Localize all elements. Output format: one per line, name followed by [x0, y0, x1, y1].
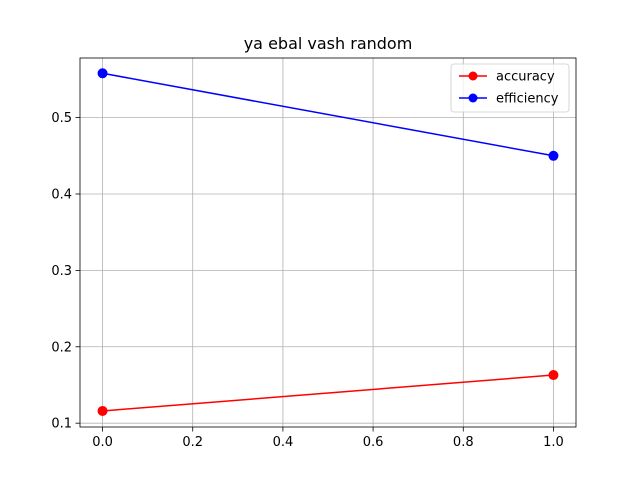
x-tick-label: 0.2 — [182, 435, 203, 450]
legend-label-accuracy: accuracy — [496, 70, 555, 85]
y-tick-label: 0.1 — [51, 417, 72, 432]
series-line-efficiency — [102, 72, 554, 157]
series-layer — [97, 68, 559, 416]
y-tick-label: 0.3 — [51, 264, 72, 279]
series-accuracy — [97, 370, 559, 416]
series-line-accuracy — [102, 374, 554, 412]
grid-lines — [80, 58, 576, 427]
x-tick-label: 0.6 — [363, 435, 384, 450]
y-tick-label: 0.5 — [51, 111, 72, 126]
legend-label-efficiency: efficiency — [496, 92, 559, 107]
y-tick-label: 0.2 — [51, 340, 72, 355]
legend-entry-efficiency: efficiency — [459, 92, 559, 107]
data-point-efficiency — [97, 68, 108, 79]
x-tick-label: 0.4 — [273, 435, 294, 450]
legend-marker-efficiency — [468, 93, 478, 103]
legend-entry-accuracy: accuracy — [459, 70, 555, 85]
data-point-accuracy — [97, 405, 108, 416]
data-point-accuracy — [548, 370, 559, 381]
data-point-efficiency — [548, 150, 559, 161]
y-tick-label: 0.4 — [51, 187, 72, 202]
x-tick-label: 1.0 — [543, 435, 564, 450]
chart-title: ya ebal vash random — [244, 34, 413, 53]
series-efficiency — [97, 68, 559, 161]
axes: 0.0 0.2 0.4 0.6 0.8 1.0 0.1 0.2 0.3 0.4 0.5 — [51, 57, 577, 450]
legend: accuracy efficiency — [450, 63, 570, 113]
x-tick-label: 0.8 — [453, 435, 474, 450]
plot-frame — [79, 57, 577, 428]
x-tick-label: 0.0 — [92, 435, 113, 450]
legend-marker-accuracy — [468, 71, 478, 81]
